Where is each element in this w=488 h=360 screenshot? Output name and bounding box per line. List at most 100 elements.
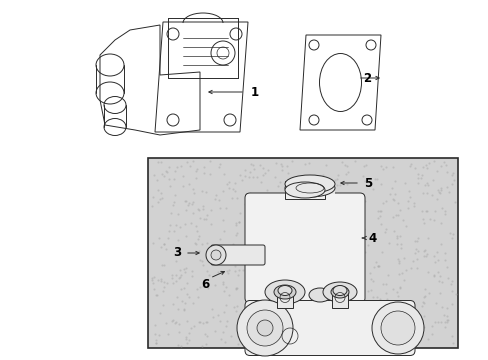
Point	[162, 246, 169, 252]
Point	[199, 203, 206, 209]
Point	[160, 280, 167, 285]
Point	[227, 333, 235, 338]
Circle shape	[371, 302, 423, 354]
Point	[440, 159, 447, 165]
Point	[447, 235, 455, 241]
Point	[176, 274, 183, 280]
Point	[259, 314, 267, 320]
Point	[261, 282, 269, 288]
Point	[199, 262, 206, 268]
Point	[267, 318, 275, 323]
Point	[430, 319, 438, 325]
Point	[174, 306, 182, 311]
Point	[316, 247, 324, 252]
Point	[240, 167, 248, 172]
Point	[264, 309, 271, 315]
Point	[401, 223, 408, 229]
Point	[299, 237, 307, 242]
Point	[427, 193, 435, 198]
Point	[296, 237, 304, 243]
Point	[232, 285, 240, 291]
Point	[327, 203, 335, 209]
Point	[281, 231, 288, 237]
Point	[411, 246, 419, 252]
Point	[200, 216, 208, 221]
Point	[233, 195, 241, 201]
Point	[392, 319, 400, 324]
Point	[442, 170, 449, 175]
Point	[244, 208, 252, 213]
Point	[216, 162, 224, 167]
Point	[398, 217, 406, 223]
Point	[331, 177, 339, 183]
Point	[305, 208, 313, 213]
Point	[222, 181, 230, 187]
Point	[265, 191, 273, 197]
Point	[298, 284, 306, 290]
Point	[448, 340, 456, 346]
Point	[360, 226, 367, 231]
Point	[193, 236, 201, 242]
Point	[413, 248, 421, 253]
Point	[266, 314, 274, 320]
Point	[370, 176, 378, 182]
Point	[243, 324, 251, 329]
Point	[305, 342, 312, 348]
Point	[392, 233, 400, 239]
Point	[272, 265, 280, 271]
Point	[162, 320, 169, 325]
Ellipse shape	[285, 182, 325, 198]
Point	[287, 306, 295, 312]
Point	[172, 222, 180, 228]
Point	[417, 208, 425, 214]
Point	[336, 275, 344, 281]
Point	[289, 220, 297, 226]
Point	[179, 183, 186, 189]
Point	[272, 191, 280, 197]
Point	[419, 248, 427, 253]
Text: 5: 5	[363, 176, 371, 189]
Point	[418, 303, 426, 309]
Point	[302, 205, 309, 211]
Point	[202, 254, 210, 260]
Point	[252, 201, 260, 207]
Point	[423, 180, 430, 186]
Point	[342, 259, 349, 265]
Point	[154, 199, 162, 204]
Point	[179, 173, 186, 179]
Point	[150, 275, 158, 280]
Circle shape	[205, 245, 225, 265]
Point	[317, 231, 325, 237]
Point	[371, 260, 379, 265]
Point	[218, 279, 226, 285]
Point	[339, 269, 346, 275]
Point	[383, 305, 391, 311]
Point	[296, 180, 304, 185]
Point	[184, 202, 192, 208]
Point	[160, 241, 167, 247]
Point	[348, 315, 356, 321]
Point	[312, 260, 320, 265]
Point	[163, 169, 171, 175]
Point	[180, 306, 187, 312]
Point	[297, 195, 305, 201]
Point	[168, 318, 176, 323]
Point	[277, 337, 285, 343]
Point	[309, 230, 317, 235]
Bar	[285, 181, 325, 199]
Point	[436, 319, 444, 325]
Point	[261, 235, 268, 240]
Point	[339, 311, 346, 317]
Point	[437, 205, 445, 211]
Point	[248, 162, 256, 168]
Ellipse shape	[278, 285, 291, 296]
Point	[324, 188, 332, 194]
Point	[286, 220, 294, 225]
Point	[351, 254, 359, 260]
Point	[308, 254, 316, 260]
Point	[224, 180, 232, 185]
Point	[188, 210, 196, 216]
Point	[318, 172, 326, 177]
Point	[265, 290, 273, 296]
Point	[254, 194, 262, 200]
